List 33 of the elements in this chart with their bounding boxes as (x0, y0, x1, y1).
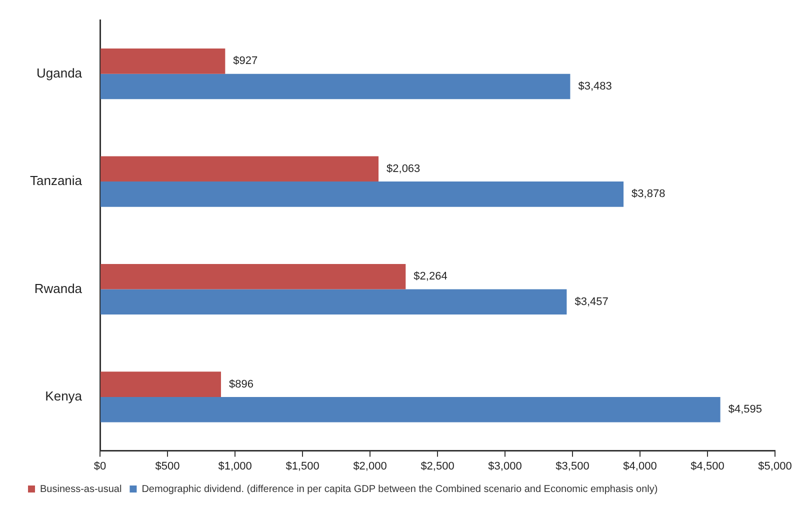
x-tick-label: $500 (155, 460, 180, 472)
data-label: $3,878 (632, 188, 666, 200)
legend-label: Demographic dividend. (difference in per capita GDP between the Combined scenario and Economic emphasis only) (142, 484, 658, 495)
bar (100, 396, 720, 422)
bar (100, 264, 406, 290)
x-tick-label: $3,000 (488, 460, 522, 472)
bar (100, 74, 570, 100)
x-tick-label: $1,500 (286, 460, 320, 472)
x-tick-label: $0 (94, 460, 106, 472)
x-tick-label: $3,500 (556, 460, 590, 472)
x-tick-label: $2,000 (353, 460, 387, 472)
x-tick-label: $4,500 (690, 460, 724, 472)
data-label: $2,264 (414, 270, 448, 283)
bar (100, 48, 226, 74)
data-label: $896 (228, 378, 254, 390)
data-label: $3,483 (578, 80, 612, 93)
data-label: $3,457 (574, 296, 608, 308)
x-tick-label: $4,000 (623, 460, 657, 472)
y-tick-label: Uganda (36, 65, 83, 80)
bar (100, 372, 221, 397)
x-tick-label: $2,500 (420, 460, 454, 472)
y-tick-label: Kenya (45, 388, 83, 404)
x-tick-label: $5,000 (758, 460, 792, 472)
data-label: $2,063 (386, 162, 420, 175)
bar (100, 289, 567, 315)
data-label: $927 (233, 55, 258, 68)
bar (100, 156, 379, 182)
y-tick-label: Tanzania (30, 173, 83, 188)
legend-label: Business-as-usual (40, 484, 122, 495)
bar (100, 182, 624, 207)
y-tick-label: Rwanda (34, 280, 83, 296)
data-label: $4,595 (728, 404, 762, 416)
x-tick-label: $1,000 (218, 460, 252, 472)
